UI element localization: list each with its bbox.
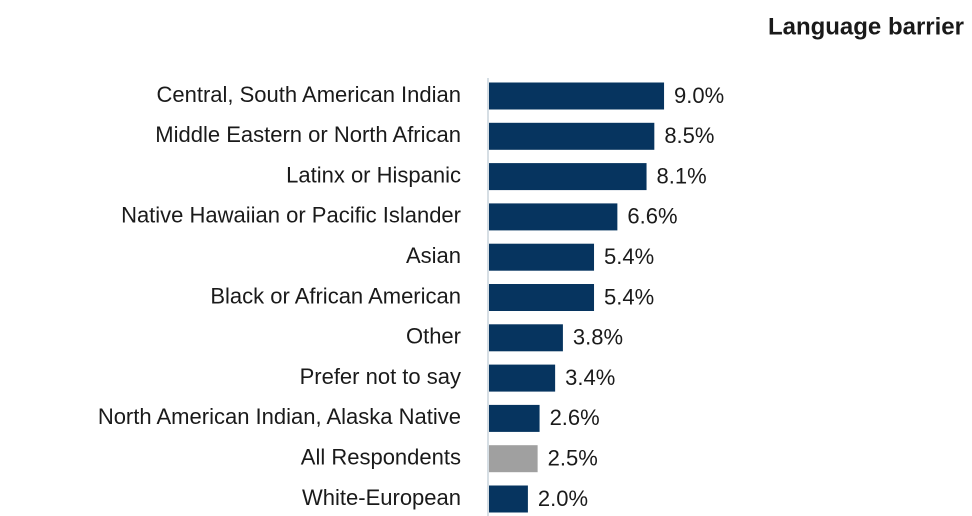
value-label: 2.0%: [538, 486, 588, 511]
value-label: 3.8%: [573, 325, 623, 350]
category-label: Latinx or Hispanic: [286, 162, 461, 187]
bar: [489, 404, 540, 432]
chart-title: Language barrier: [768, 13, 964, 40]
bar: [489, 163, 647, 191]
bar: [489, 364, 556, 392]
category-label: Other: [406, 324, 461, 349]
category-label: Prefer not to say: [300, 364, 461, 389]
value-label: 6.6%: [627, 204, 677, 229]
bar: [489, 485, 528, 513]
bar: [489, 82, 665, 110]
value-label: 9.0%: [674, 83, 724, 108]
value-label: 8.1%: [657, 163, 707, 188]
bar: [489, 243, 595, 271]
category-label: Native Hawaiian or Pacific Islander: [121, 203, 461, 228]
category-label: White-European: [302, 485, 461, 510]
value-label: 5.4%: [604, 244, 654, 269]
value-label: 3.4%: [565, 365, 615, 390]
category-label: Central, South American Indian: [156, 82, 461, 107]
bar: [489, 324, 563, 352]
category-label: Black or African American: [210, 283, 461, 308]
bar: [489, 284, 595, 311]
value-label: 2.6%: [550, 405, 600, 430]
category-label: Middle Eastern or North African: [155, 122, 461, 147]
category-label: Asian: [406, 243, 461, 268]
bar: [489, 445, 538, 473]
category-label: North American Indian, Alaska Native: [98, 404, 461, 429]
category-label: All Respondents: [301, 445, 461, 470]
value-label: 5.4%: [604, 284, 654, 309]
value-label: 8.5%: [664, 123, 714, 148]
bar: [489, 203, 618, 231]
bar: [489, 122, 655, 150]
value-label: 2.5%: [548, 446, 598, 471]
